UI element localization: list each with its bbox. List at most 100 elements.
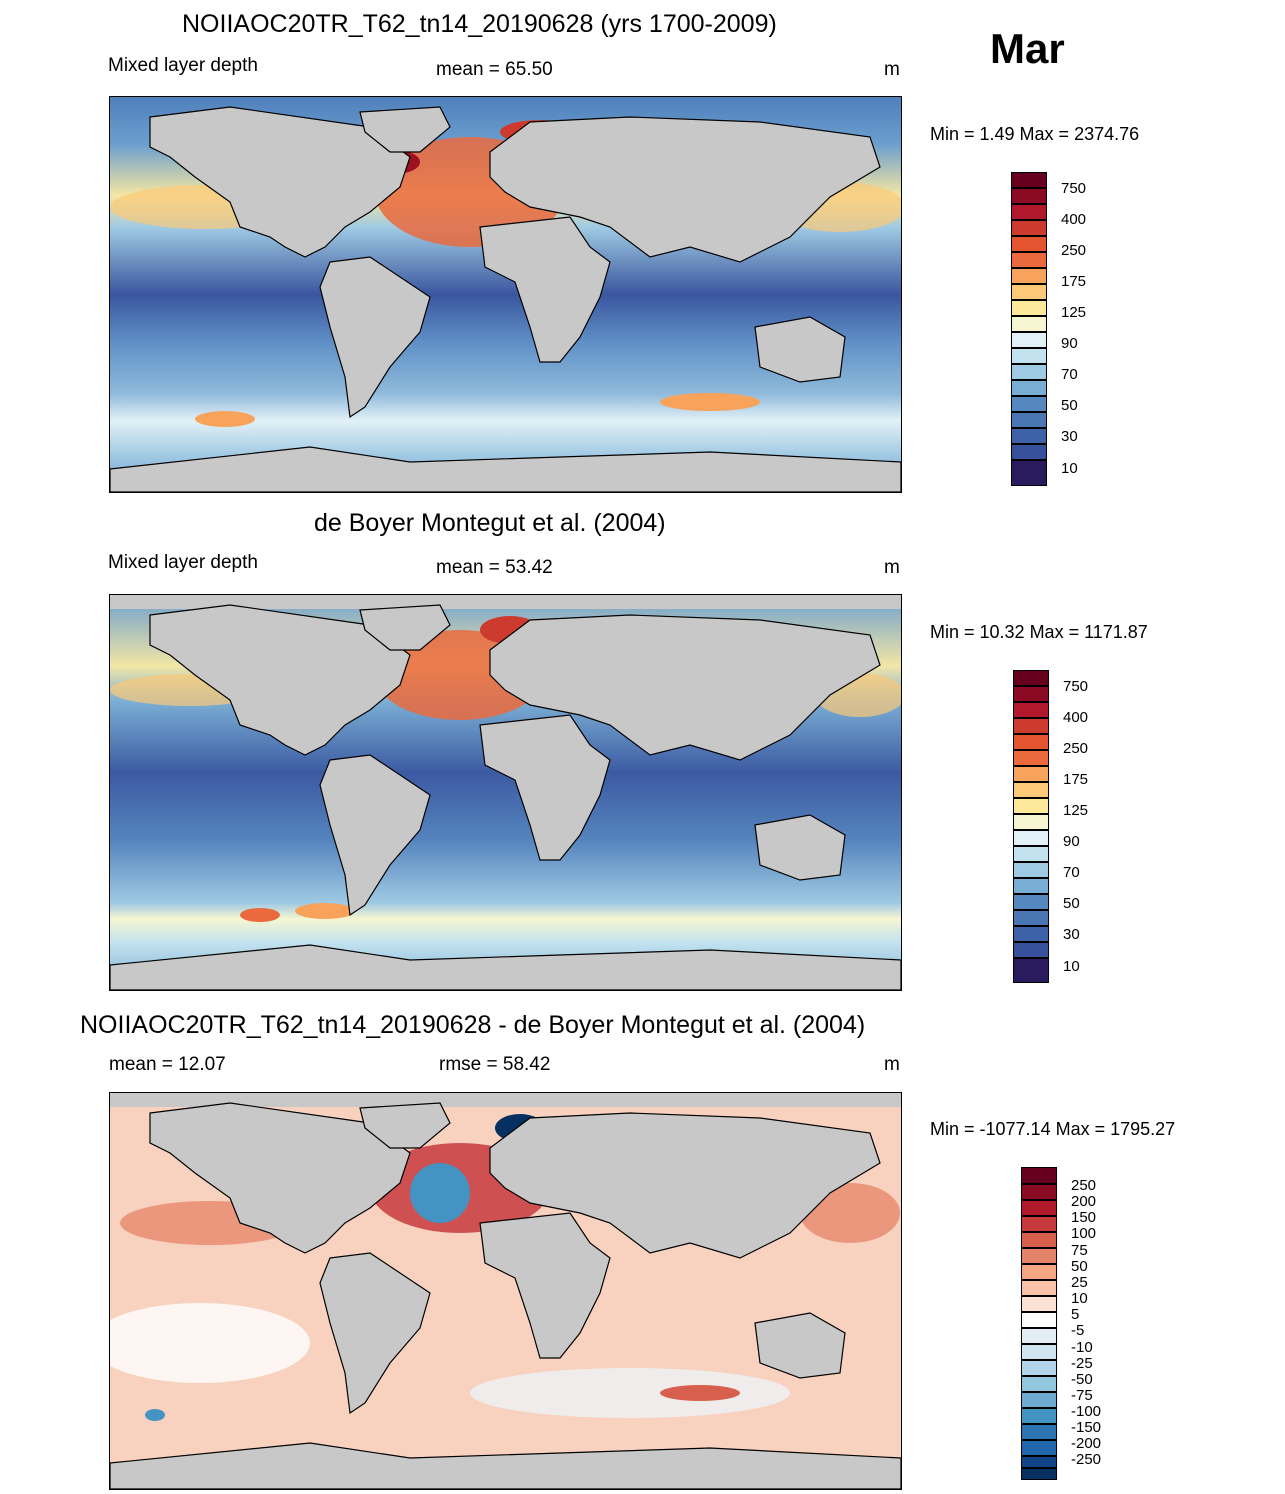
cbar1-label-8: 50 (1061, 397, 1078, 414)
cbar2-label-4: 175 (1063, 771, 1089, 788)
cbar3-label-17: -200 (1071, 1435, 1102, 1452)
cbar3-label-11: -10 (1071, 1339, 1093, 1356)
cbar3-label-2: 200 (1071, 1193, 1097, 1210)
cbar1-swatch-17 (1011, 428, 1047, 444)
cbar2-label-9: 30 (1063, 926, 1080, 943)
cbar3-swatch-4 (1021, 1216, 1057, 1232)
cbar3-label-18: -250 (1071, 1451, 1102, 1468)
panel2-minmax: Min = 10.32 Max = 1171.87 (930, 622, 1148, 642)
cbar2-label-7: 70 (1063, 864, 1080, 881)
southern-band-1 (195, 411, 255, 427)
polar-missing-data (110, 595, 901, 609)
cbar3-label-9: 5 (1071, 1306, 1080, 1323)
greenland (359, 1102, 451, 1149)
cbar1-label-1: 750 (1061, 180, 1087, 197)
panel3-units: m (884, 1054, 900, 1075)
cbar2-swatch-6 (1013, 750, 1049, 766)
cbar3-swatch-14 (1021, 1376, 1057, 1392)
cbar2-label-1: 750 (1063, 678, 1089, 695)
cbar3-swatch-16 (1021, 1408, 1057, 1424)
cbar2-label-5: 125 (1063, 802, 1089, 819)
cbar1-swatch-15 (1011, 396, 1047, 412)
eurasia (489, 614, 881, 761)
eurasia (489, 116, 881, 263)
cbar3-swatch-15 (1021, 1392, 1057, 1408)
north-atlantic-negative (410, 1163, 470, 1223)
cbar2-swatch-10 (1013, 814, 1049, 830)
cbar3-label-6: 50 (1071, 1258, 1088, 1275)
cbar2-label-10: 10 (1063, 958, 1080, 975)
cbar3-label-5: 75 (1071, 1242, 1088, 1259)
cbar3-swatch-20 (1021, 1468, 1057, 1480)
cbar2-swatch-19 (1013, 958, 1049, 983)
cbar3-swatch-19 (1021, 1456, 1057, 1468)
cbar1-label-7: 70 (1061, 366, 1078, 383)
panel1-mean: mean = 65.50 (436, 59, 553, 80)
southern-positive (660, 1385, 740, 1401)
near-zero-region-2 (470, 1368, 790, 1418)
panel1-minmax: Min = 1.49 Max = 2374.76 (930, 124, 1140, 144)
cbar2-swatch-17 (1013, 926, 1049, 942)
southern-band-1 (240, 908, 280, 922)
cbar3-label-8: 10 (1071, 1290, 1088, 1307)
cbar1-swatch-5 (1011, 236, 1047, 252)
australia (754, 1312, 846, 1379)
cbar2-label-2: 400 (1063, 709, 1089, 726)
panel1-map (109, 96, 902, 493)
australia (754, 316, 846, 383)
cbar2-swatch-3 (1013, 702, 1049, 718)
greenland (359, 106, 451, 153)
cbar2-swatch-14 (1013, 878, 1049, 894)
panel1-title: NOIIAOC20TR_T62_tn14_20190628 (yrs 1700-… (182, 10, 777, 38)
near-zero-region-1 (110, 1303, 310, 1383)
panel2-map (109, 594, 902, 991)
cbar2-label-6: 90 (1063, 833, 1080, 850)
panel1-left-label: Mixed layer depth (108, 55, 258, 76)
cbar2-swatch-2 (1013, 686, 1049, 702)
cbar2-swatch-5 (1013, 734, 1049, 750)
cbar1-swatch-11 (1011, 332, 1047, 348)
cbar1-label-3: 250 (1061, 242, 1087, 259)
cbar2-swatch-11 (1013, 830, 1049, 846)
cbar2-swatch-15 (1013, 894, 1049, 910)
cbar2-label-8: 50 (1063, 895, 1080, 912)
cbar2-swatch-18 (1013, 942, 1049, 958)
africa (479, 216, 611, 363)
cbar1-label-2: 400 (1061, 211, 1087, 228)
cbar2-swatch-12 (1013, 846, 1049, 862)
cbar3-swatch-3 (1021, 1200, 1057, 1216)
cbar1-swatch-9 (1011, 300, 1047, 316)
cbar3-label-4: 100 (1071, 1225, 1097, 1242)
cbar1-label-9: 30 (1061, 428, 1078, 445)
cbar1-swatch-3 (1011, 204, 1047, 220)
polar-missing-data (110, 1093, 901, 1107)
cbar3-swatch-18 (1021, 1440, 1057, 1456)
greenland (359, 604, 451, 651)
cbar1-label-5: 125 (1061, 304, 1087, 321)
southern-band-2 (660, 393, 760, 411)
panel1-units: m (884, 59, 900, 80)
cbar3-label-1: 250 (1071, 1177, 1097, 1194)
cbar1-swatch-2 (1011, 188, 1047, 204)
cbar3-swatch-12 (1021, 1344, 1057, 1360)
cbar1-swatch-4 (1011, 220, 1047, 236)
cbar2-swatch-7 (1013, 766, 1049, 782)
panel3-minmax: Min = -1077.14 Max = 1795.27 (930, 1119, 1176, 1139)
cbar2-swatch-1 (1013, 670, 1049, 686)
panel1-colorbar: 750 400 250 175 125 90 70 50 30 10 (1011, 172, 1131, 486)
cbar2-label-3: 250 (1063, 740, 1089, 757)
cbar1-swatch-18 (1011, 444, 1047, 460)
cbar3-swatch-1 (1021, 1167, 1057, 1184)
panel2-colorbar: 750 400 250 175 125 90 70 50 30 10 (1013, 670, 1133, 983)
cbar3-label-10: -5 (1071, 1322, 1085, 1339)
cbar3-label-15: -100 (1071, 1403, 1102, 1420)
cbar1-swatch-12 (1011, 348, 1047, 364)
cbar1-swatch-8 (1011, 284, 1047, 300)
cbar3-swatch-10 (1021, 1312, 1057, 1328)
panel3-rmse: rmse = 58.42 (439, 1054, 551, 1075)
panel2-units: m (884, 557, 900, 578)
panel2-title: de Boyer Montegut et al. (2004) (314, 509, 666, 537)
southern-band-2 (295, 903, 355, 919)
cbar1-swatch-7 (1011, 268, 1047, 284)
cbar1-swatch-14 (1011, 380, 1047, 396)
